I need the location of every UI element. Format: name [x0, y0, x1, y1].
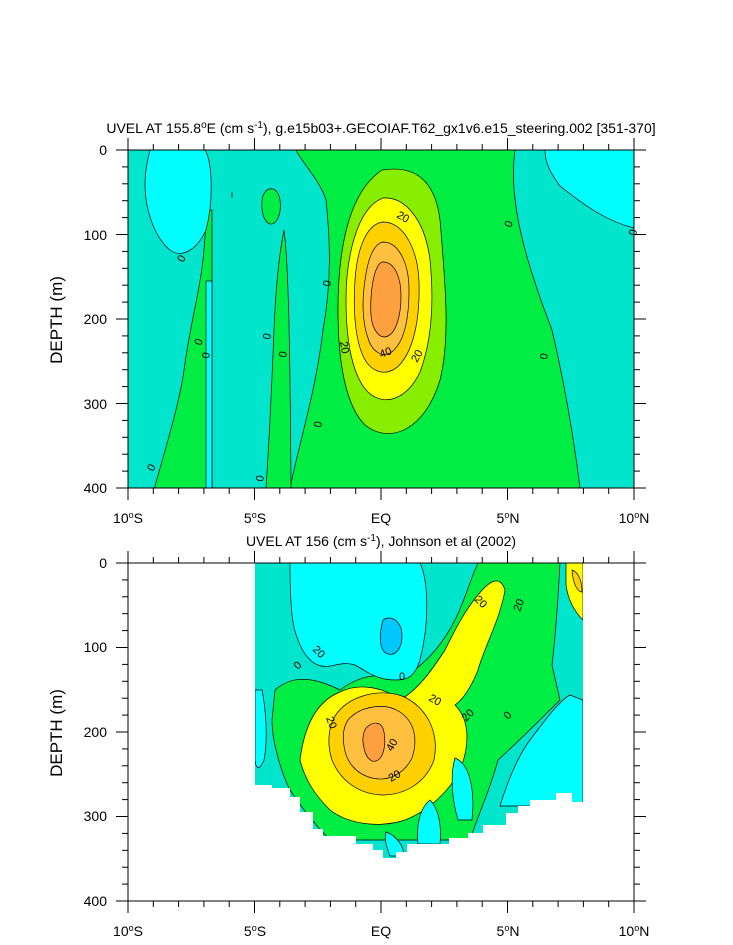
top-contour-label: 0	[193, 337, 206, 347]
bottom-contour-label: 20	[512, 597, 527, 613]
top-cyan-region-east	[544, 150, 634, 229]
bottom-cyan-blob-2	[417, 799, 441, 845]
bottom-panel: UVEL AT 156 (cm s-1), Johnson et al (200…	[47, 533, 649, 939]
bottom-orange-blob-east	[571, 569, 583, 593]
x-tick-label-5s: 5oS	[244, 923, 266, 939]
x-tick-label-eq: EQ	[371, 923, 391, 939]
bottom-panel-title: UVEL AT 156 (cm s-1), Johnson et al (200…	[246, 533, 516, 549]
y-tick-label: 400	[84, 480, 108, 496]
top-contour-fields	[128, 150, 634, 488]
top-contour-label: 0	[277, 350, 290, 358]
bottom-contour-labels: 0 0 0 20 20 20 20 20 20 40 20	[292, 594, 527, 785]
bottom-axis-ticks	[116, 551, 646, 913]
top-contour-label: 0	[538, 352, 551, 360]
bottom-contour-label: 20	[427, 692, 444, 709]
top-contour-label: 20	[337, 340, 351, 354]
x-tick-label-10s: 10oS	[113, 923, 143, 939]
bottom-contour-label: 20	[387, 768, 404, 785]
top-green-blob	[261, 188, 281, 225]
y-tick-label: 200	[84, 311, 108, 327]
y-tick-label: 300	[84, 808, 108, 824]
y-tick-label: 0	[99, 555, 107, 571]
bottom-blue-blob	[379, 617, 403, 655]
bottom-y-tick-labels: 0 100 200 300 400	[84, 555, 108, 909]
bottom-cyan-region-east	[499, 694, 583, 807]
y-tick-label: 200	[84, 724, 108, 740]
bottom-contour-label: 0	[399, 671, 405, 683]
top-contour-label: 0	[145, 462, 158, 473]
top-contour-label: 0	[321, 279, 334, 287]
top-axis-ticks	[116, 138, 646, 500]
top-contour-label: 0	[200, 351, 213, 359]
top-contour-label: 20	[395, 209, 412, 226]
y-tick-label: 300	[84, 396, 108, 412]
y-tick-label: 100	[84, 639, 108, 655]
top-cyan-blob-west	[144, 150, 212, 254]
bottom-contour-fields	[255, 563, 583, 858]
bottom-contour-50	[362, 722, 386, 762]
bottom-y-axis-label: DEPTH (m)	[47, 689, 66, 777]
bottom-cyan-blob-4	[451, 757, 474, 821]
top-contour-label: 20	[409, 348, 426, 365]
x-tick-label-10n: 10oN	[619, 923, 650, 939]
y-tick-label: 0	[99, 142, 107, 158]
x-tick-label-5s: 5oS	[244, 510, 266, 526]
top-contour-label: 0	[175, 253, 188, 264]
y-tick-label: 100	[84, 227, 108, 243]
bottom-cyan-blob-1	[255, 689, 267, 768]
top-y-axis-label: DEPTH (m)	[47, 276, 66, 364]
x-tick-label-10s: 10oS	[113, 510, 143, 526]
x-tick-label-5n: 5oN	[497, 510, 520, 526]
top-contour-label: 40	[378, 345, 394, 360]
top-y-tick-labels: 0 100 200 300 400	[84, 142, 108, 496]
top-contour-labels: 0 0 0 0 0 0 0 0 0 0 0 0 20 20 20 40	[145, 209, 640, 482]
top-panel: UVEL AT 155.8oE (cm s-1), g.e15b03+.GECO…	[47, 120, 656, 526]
top-contour-label: 0	[254, 474, 267, 482]
bottom-contour-label: 40	[384, 737, 401, 754]
top-cyan-strip	[205, 280, 213, 488]
top-green-strip	[265, 229, 292, 488]
top-panel-title: UVEL AT 155.8oE (cm s-1), g.e15b03+.GECO…	[106, 120, 655, 136]
bottom-contour-label: 20	[323, 715, 338, 731]
top-contour-label: 0	[261, 332, 274, 340]
x-tick-label-eq: EQ	[371, 510, 391, 526]
top-contour-label: 0	[312, 420, 325, 428]
x-tick-label-5n: 5oN	[497, 923, 520, 939]
top-contour-50	[370, 261, 402, 338]
x-tick-label-10n: 10oN	[619, 510, 650, 526]
top-x-tick-labels: 10oS 5oS EQ 5oN 10oN	[113, 510, 649, 526]
top-contour-label: 0	[503, 219, 516, 229]
bottom-x-tick-labels: 10oS 5oS EQ 5oN 10oN	[113, 923, 649, 939]
y-tick-label: 400	[84, 893, 108, 909]
